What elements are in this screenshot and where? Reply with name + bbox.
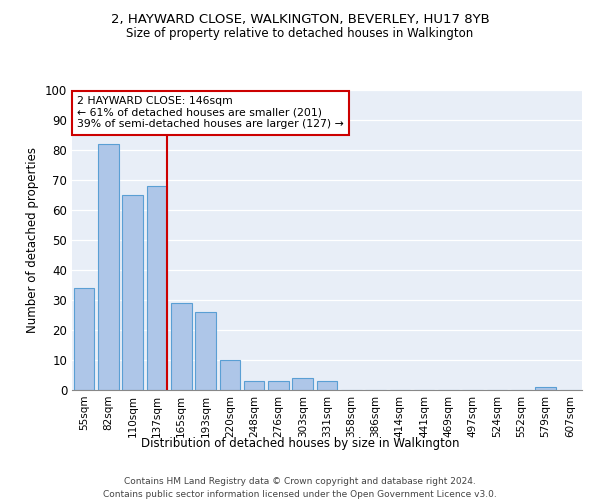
Text: 2 HAYWARD CLOSE: 146sqm
← 61% of detached houses are smaller (201)
39% of semi-d: 2 HAYWARD CLOSE: 146sqm ← 61% of detache… xyxy=(77,96,344,129)
Text: Contains public sector information licensed under the Open Government Licence v3: Contains public sector information licen… xyxy=(103,490,497,499)
Bar xyxy=(220,360,240,390)
Bar xyxy=(268,381,289,390)
Bar xyxy=(98,144,119,390)
Bar xyxy=(535,387,556,390)
Bar xyxy=(317,381,337,390)
Bar xyxy=(244,381,265,390)
Bar xyxy=(171,303,191,390)
Bar xyxy=(146,186,167,390)
Text: 2, HAYWARD CLOSE, WALKINGTON, BEVERLEY, HU17 8YB: 2, HAYWARD CLOSE, WALKINGTON, BEVERLEY, … xyxy=(110,12,490,26)
Bar xyxy=(195,312,216,390)
Text: Distribution of detached houses by size in Walkington: Distribution of detached houses by size … xyxy=(141,438,459,450)
Text: Contains HM Land Registry data © Crown copyright and database right 2024.: Contains HM Land Registry data © Crown c… xyxy=(124,478,476,486)
Text: Size of property relative to detached houses in Walkington: Size of property relative to detached ho… xyxy=(127,28,473,40)
Y-axis label: Number of detached properties: Number of detached properties xyxy=(26,147,40,333)
Bar xyxy=(74,288,94,390)
Bar xyxy=(122,195,143,390)
Bar xyxy=(292,378,313,390)
